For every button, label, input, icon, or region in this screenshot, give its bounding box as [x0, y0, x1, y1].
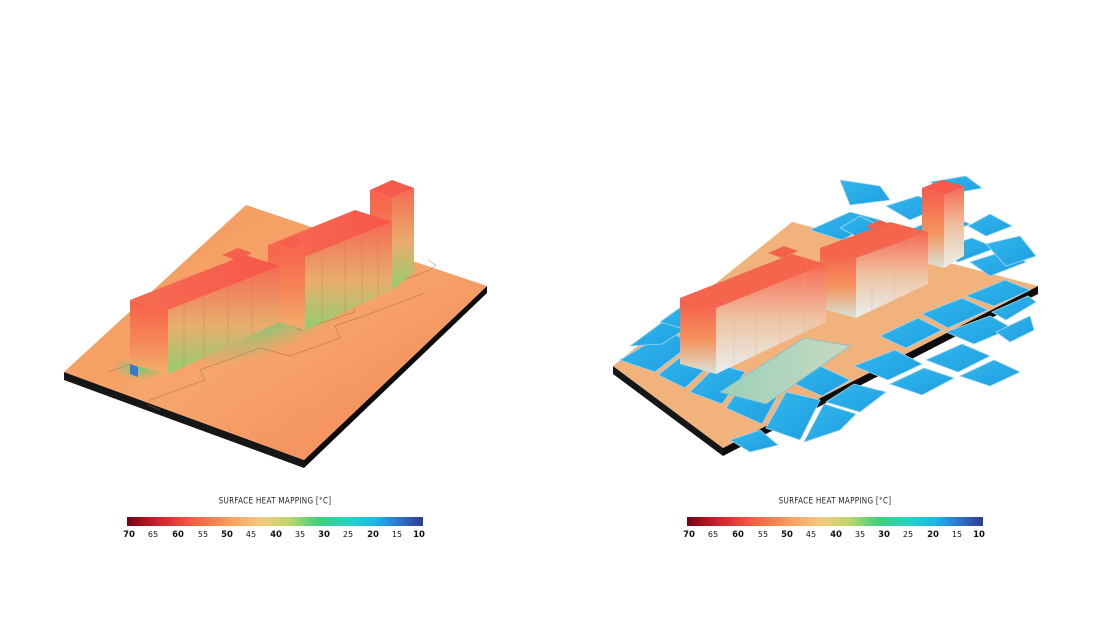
base-slab	[64, 372, 304, 468]
color-scale-bar	[687, 517, 983, 526]
color-scale-bar	[127, 517, 423, 526]
legend-ticks: 70 65 60 55 50 45 40 35 30 25 20 15 10	[683, 530, 985, 542]
rooftop-unit	[768, 246, 798, 258]
tick-label: 15	[391, 530, 403, 539]
courtyard	[719, 337, 852, 405]
tick-label: 50	[221, 530, 233, 540]
legend-right: SURFACE HEAT MAPPING [°C]	[683, 495, 985, 540]
base-slab	[613, 366, 723, 456]
tick-label: 40	[830, 530, 842, 540]
axonometric-model-right	[613, 175, 1038, 456]
tick-label: 65	[707, 530, 719, 539]
tick-label: 60	[172, 530, 184, 540]
base-slab-side	[304, 286, 487, 468]
tick-label: 55	[757, 530, 769, 539]
building-side-left	[716, 264, 826, 374]
building-roof-left	[130, 255, 280, 310]
building-front-left	[680, 298, 716, 374]
tick-label: 10	[413, 530, 425, 540]
tick-label: 35	[854, 530, 866, 539]
tick-label: 45	[805, 530, 817, 539]
tick-label: 40	[270, 530, 282, 540]
rooftop-unit-2	[866, 220, 892, 231]
facade-lines	[183, 228, 379, 367]
tick-label: 25	[342, 530, 354, 539]
building-side-right	[856, 232, 928, 318]
building-roof-tall	[922, 180, 964, 195]
tick-label: 50	[781, 530, 793, 540]
legend-title: SURFACE HEAT MAPPING [°C]	[218, 495, 332, 506]
building-side-tall	[392, 188, 414, 290]
tick-label: 65	[147, 530, 159, 539]
legend-title: SURFACE HEAT MAPPING [°C]	[778, 495, 892, 506]
heatmap-panel-right: SURFACE HEAT MAPPING [°C]	[550, 0, 1100, 619]
heatmap-panel-left: SURFACE HEAT MAPPING [°C]	[64, 180, 487, 540]
building-side-tall	[944, 186, 964, 268]
tick-label: 60	[732, 530, 744, 540]
building-front-left	[130, 300, 168, 374]
tick-label: 30	[318, 530, 330, 540]
rooftop-unit-2	[278, 237, 304, 248]
rooftop-unit	[222, 248, 252, 260]
tick-label: 30	[878, 530, 890, 540]
tick-label: 20	[367, 530, 379, 540]
axonometric-model-left	[64, 180, 487, 468]
legend-ticks: 70 65 60 55 50 45 40 35 30 25 20 15 10	[123, 530, 425, 542]
building-roof-right	[268, 210, 392, 257]
tick-label: 55	[197, 530, 209, 539]
building-front-right	[820, 248, 856, 318]
tick-label: 35	[294, 530, 306, 539]
tick-label: 25	[902, 530, 914, 539]
tick-label: 20	[927, 530, 939, 540]
building-roof-left	[680, 254, 826, 308]
legend-left: SURFACE HEAT MAPPING [°C]	[123, 495, 425, 540]
building-roof-tall	[370, 180, 414, 198]
tick-label: 70	[123, 530, 135, 540]
facade-lines	[733, 238, 913, 366]
blue-accent	[130, 364, 138, 377]
tick-label: 10	[973, 530, 985, 540]
building-roof-right	[820, 222, 928, 258]
building-side-right	[305, 222, 392, 330]
tick-label: 70	[683, 530, 695, 540]
tick-label: 15	[951, 530, 963, 539]
tick-label: 45	[245, 530, 257, 539]
